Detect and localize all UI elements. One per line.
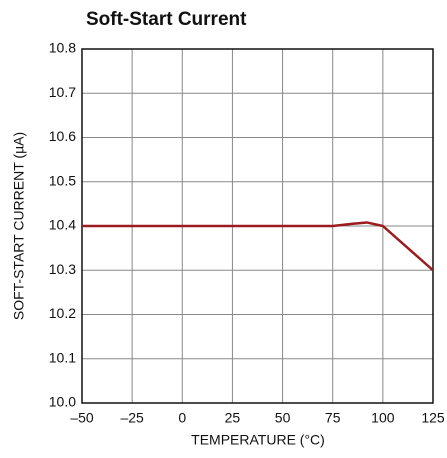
x-tick-label: 100 (371, 410, 395, 426)
y-tick-label: 10.5 (49, 172, 76, 188)
x-tick-label: 0 (178, 410, 186, 426)
y-tick-label: 10.6 (49, 128, 76, 144)
y-tick-label: 10.4 (49, 217, 76, 233)
x-tick-label: 125 (421, 410, 445, 426)
x-tick-label: 50 (275, 410, 291, 426)
y-axis-label: SOFT-START CURRENT (µA) (11, 132, 27, 320)
chart-title: Soft-Start Current (86, 9, 247, 30)
x-axis-label: TEMPERATURE (°C) (191, 432, 325, 448)
x-tick-label: 75 (325, 410, 341, 426)
y-tick-label: 10.2 (49, 305, 76, 321)
x-tick-label: –25 (120, 410, 144, 426)
y-tick-label: 10.0 (49, 394, 76, 410)
y-tick-label: 10.3 (49, 261, 76, 277)
y-tick-label: 10.8 (49, 40, 76, 56)
y-tick-label: 10.7 (49, 84, 76, 100)
y-tick-label: 10.1 (49, 349, 76, 365)
data-line (82, 221, 434, 272)
x-tick-label: –50 (70, 410, 94, 426)
x-tick-label: 25 (225, 410, 241, 426)
